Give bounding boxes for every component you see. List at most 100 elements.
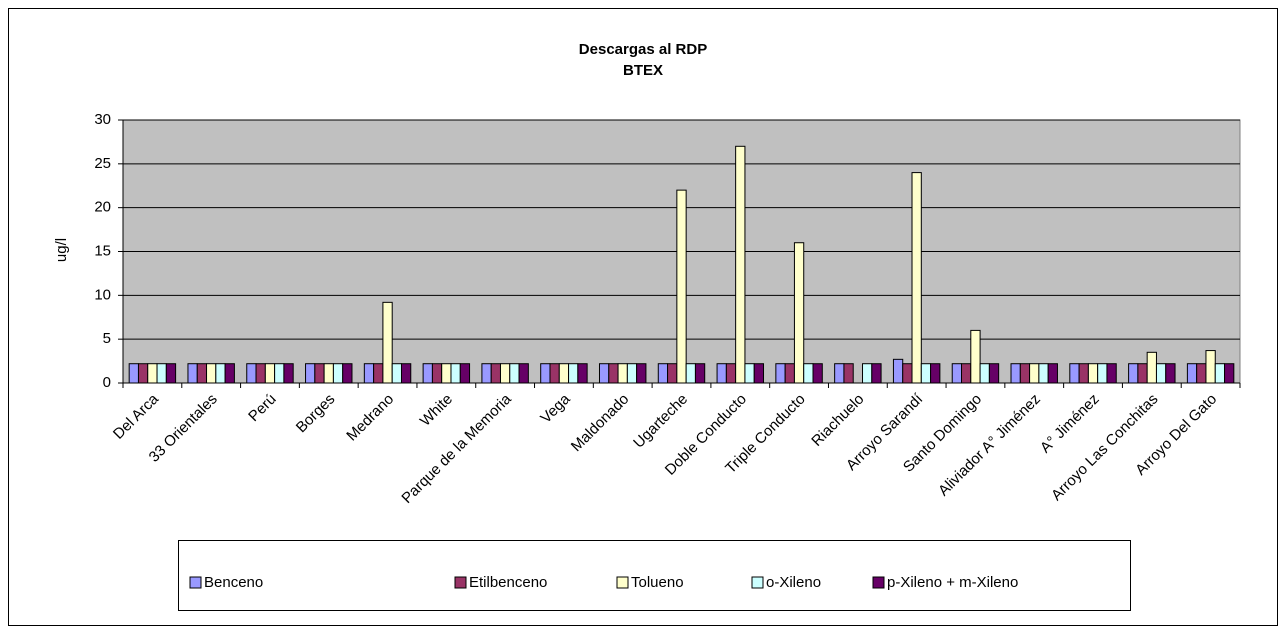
legend-swatch — [454, 576, 467, 589]
bar — [373, 363, 384, 384]
bar — [224, 363, 235, 384]
y-tick-label: 5 — [103, 330, 111, 347]
bar — [657, 363, 669, 384]
bar — [735, 145, 746, 384]
y-tick-label: 15 — [94, 242, 111, 259]
bar — [540, 363, 551, 384]
bar — [283, 363, 294, 384]
legend-label: Etilbenceno — [469, 574, 547, 591]
bar — [577, 363, 588, 384]
y-axis-label: ug/l — [53, 238, 70, 262]
bar — [332, 363, 344, 384]
bar — [215, 363, 226, 384]
bar — [744, 363, 755, 384]
bar — [1047, 363, 1058, 384]
bar — [1146, 351, 1157, 384]
y-tick-label: 10 — [94, 286, 111, 303]
bar — [636, 363, 647, 384]
bar — [716, 363, 727, 384]
bar — [979, 363, 990, 384]
bar — [617, 363, 628, 384]
bar — [775, 363, 786, 384]
bar — [264, 363, 276, 384]
bar — [459, 363, 471, 384]
bar — [156, 363, 167, 384]
bar — [685, 363, 696, 384]
bar — [1224, 363, 1235, 384]
bar — [834, 363, 845, 384]
bar — [951, 363, 963, 384]
bar — [274, 363, 285, 384]
bar — [128, 363, 139, 384]
bar — [1128, 363, 1139, 384]
bar — [1214, 363, 1226, 384]
bar — [626, 363, 638, 384]
bar — [608, 363, 619, 384]
bar — [902, 363, 913, 384]
legend-box — [178, 540, 1131, 611]
bar — [676, 189, 687, 384]
y-tick-label: 30 — [94, 111, 111, 128]
legend-label: Tolueno — [631, 574, 684, 591]
bar — [862, 363, 873, 384]
bar — [382, 301, 393, 384]
legend-swatch — [751, 576, 764, 589]
bar — [667, 363, 678, 384]
bar — [1078, 363, 1089, 384]
bar — [1205, 350, 1216, 384]
bar — [1029, 363, 1040, 384]
bar — [892, 358, 904, 384]
bar — [305, 363, 316, 384]
bar — [1137, 363, 1148, 384]
bar — [431, 363, 443, 384]
bar — [246, 363, 257, 384]
bar — [694, 363, 706, 384]
bar — [165, 363, 177, 384]
y-tick-label: 0 — [103, 374, 111, 391]
y-tick-label: 20 — [94, 199, 111, 216]
bar — [255, 363, 266, 384]
bar — [1155, 363, 1167, 384]
bar — [1165, 363, 1176, 384]
bar — [568, 363, 579, 384]
legend-swatch — [872, 576, 885, 589]
bar — [1106, 363, 1117, 384]
bar — [206, 363, 217, 384]
bar — [1038, 363, 1049, 384]
bar — [314, 363, 325, 384]
bar — [518, 363, 529, 384]
legend-label: p-Xileno + m-Xileno — [887, 574, 1018, 591]
bar — [490, 363, 501, 384]
bar — [803, 363, 814, 384]
bar — [441, 363, 452, 384]
bar — [793, 242, 805, 384]
bar — [196, 363, 208, 384]
bar — [961, 363, 972, 384]
bar — [342, 363, 353, 384]
bar — [558, 363, 570, 384]
bar — [812, 363, 823, 384]
bar — [1186, 363, 1198, 384]
bar — [930, 363, 941, 384]
y-tick-label: 25 — [94, 155, 111, 172]
legend-swatch — [616, 576, 629, 589]
bar — [843, 363, 854, 384]
chart-subtitle: BTEX — [623, 62, 663, 79]
bar — [1097, 363, 1108, 384]
bar — [147, 363, 158, 384]
bar — [323, 363, 334, 384]
bar — [753, 363, 765, 384]
bar — [549, 363, 560, 384]
bar — [598, 363, 610, 384]
legend-swatch — [189, 576, 202, 589]
bar — [1069, 363, 1080, 384]
bar — [871, 363, 882, 384]
bar — [911, 172, 922, 384]
legend-label: o-Xileno — [766, 574, 821, 591]
chart-title: Descargas al RDP — [579, 41, 707, 58]
bar — [784, 363, 795, 384]
bar — [450, 363, 461, 384]
bar — [400, 363, 412, 384]
bar — [509, 363, 520, 384]
